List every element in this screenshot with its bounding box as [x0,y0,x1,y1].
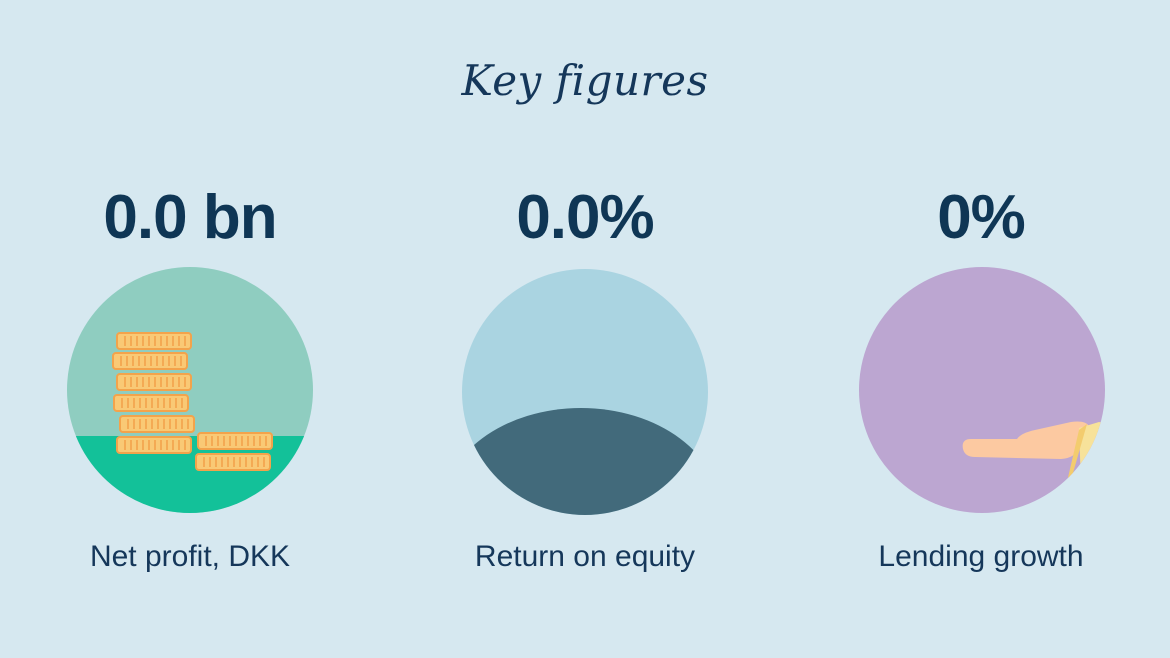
bowl-icon [435,262,735,522]
return-on-equity-value: 0.0% [516,183,654,252]
figure-card-return-on-equity: 0.0% Return on equity [435,0,735,658]
figure-card-net-profit: 0.0 bn [40,0,340,658]
coins-icon [40,262,340,522]
net-profit-label: Net profit, DKK [89,540,291,573]
lending-growth-label: Lending growth [878,540,1084,573]
net-profit-value: 0.0 bn [103,183,277,252]
return-on-equity-label: Return on equity [474,540,696,573]
lending-growth-value: 0% [937,183,1026,252]
figure-card-lending-growth: 0% Lending growth [831,0,1131,658]
page-title: Key figures [461,56,709,105]
hand-icon [831,262,1131,522]
